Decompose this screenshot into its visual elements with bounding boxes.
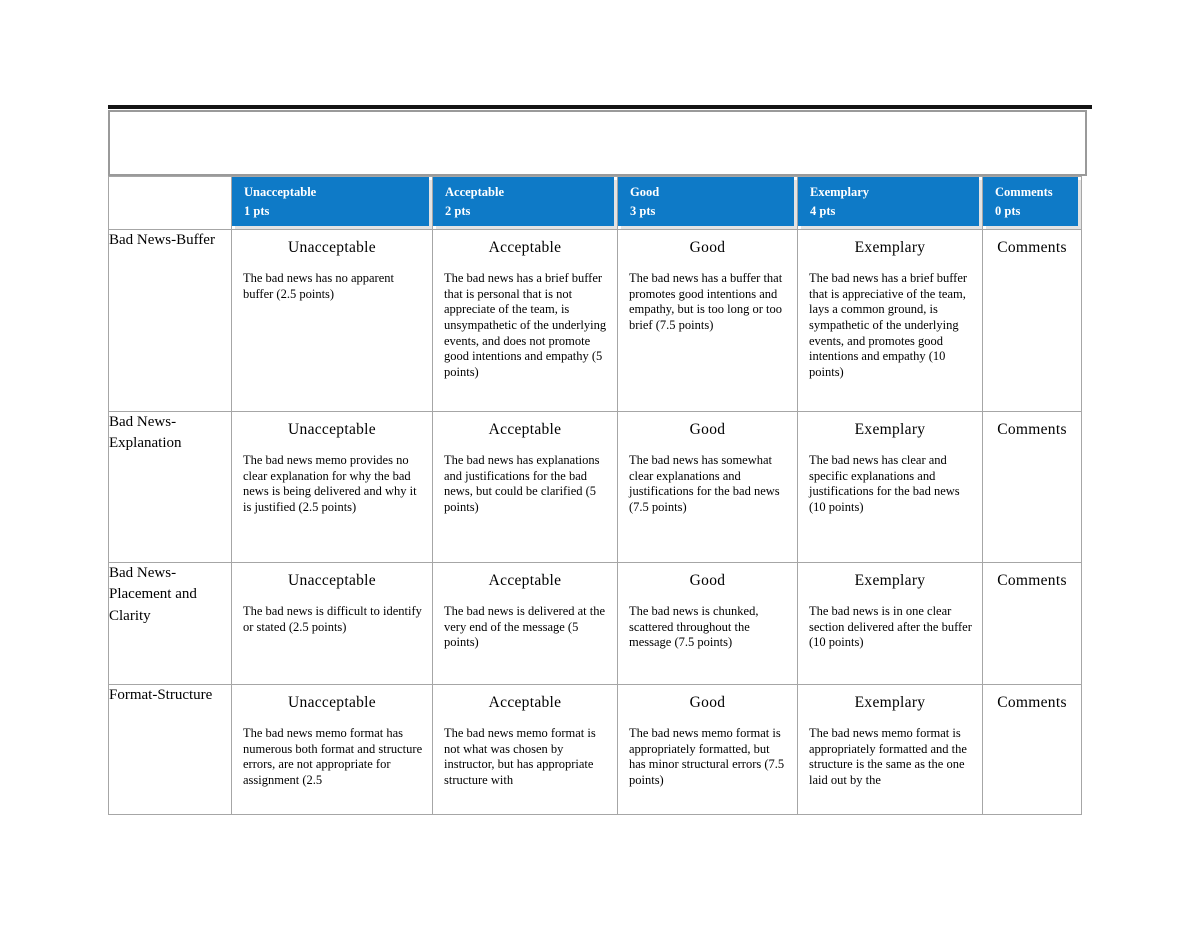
row-bad-news-placement-and-clarity: Bad News-Placement and Clarity Unaccepta… (108, 562, 1082, 685)
rubric-cell-unacceptable: Unacceptable The bad news is difficult t… (231, 562, 433, 685)
rubric-cell-acceptable: Acceptable The bad news has a brief buff… (432, 229, 618, 412)
criterion-label: Bad News-Explanation (108, 411, 232, 563)
cell-description: The bad news has clear and specific expl… (809, 453, 960, 514)
cell-description: The bad news is difficult to identify or… (243, 604, 422, 634)
rubric-content: Unacceptable 1 pts Acceptable 2 pts Good (108, 105, 1094, 815)
cell-heading: Exemplary (854, 694, 926, 711)
cell-description: The bad news has no apparent buffer (2.5… (243, 271, 394, 301)
cell-heading: Unacceptable (288, 239, 376, 256)
header-label: Exemplary (810, 185, 870, 199)
cell-description (984, 604, 1081, 610)
header-label: Comments (995, 185, 1053, 199)
rubric-cell-acceptable: Acceptable The bad news is delivered at … (432, 562, 618, 685)
header-points: 2 pts (445, 204, 471, 219)
header-points: 0 pts (995, 204, 1021, 219)
header-cell-acceptable: Acceptable 2 pts (432, 176, 618, 230)
cell-description: The bad news memo format is not what was… (444, 726, 596, 787)
cell-heading: Good (689, 694, 726, 711)
cell-description: The bad news memo provides no clear expl… (243, 453, 417, 514)
criteria-header-cell (108, 176, 232, 230)
rubric-title-box (108, 110, 1087, 176)
top-rule (108, 105, 1092, 109)
header-points: 1 pts (244, 204, 270, 219)
header-cell-unacceptable: Unacceptable 1 pts (231, 176, 433, 230)
cell-heading: Exemplary (854, 239, 926, 256)
header-row: Unacceptable 1 pts Acceptable 2 pts Good (108, 176, 1082, 230)
header-chip-good: Good 3 pts (618, 177, 794, 226)
cell-description: The bad news has somewhat clear explanat… (629, 453, 780, 514)
rubric-cell-good: Good The bad news is chunked, scattered … (617, 562, 798, 685)
cell-description (984, 726, 1081, 732)
cell-description: The bad news memo format is appropriatel… (809, 726, 967, 787)
cell-heading: Good (689, 421, 726, 438)
cell-description: The bad news memo format has numerous bo… (243, 726, 423, 787)
rubric-cell-good: Good The bad news has somewhat clear exp… (617, 411, 798, 563)
cell-description: The bad news has a brief buffer that is … (809, 271, 968, 379)
cell-description: The bad news is chunked, scattered throu… (629, 604, 759, 650)
row-bad-news-buffer: Bad News-Buffer Unacceptable The bad new… (108, 229, 1082, 412)
row-bad-news-explanation: Bad News-Explanation Unacceptable The ba… (108, 411, 1082, 563)
rubric-cell-comments: Comments (982, 684, 1082, 815)
criterion-label: Format-Structure (108, 684, 232, 815)
rubric-cell-comments: Comments (982, 562, 1082, 685)
cell-heading: Unacceptable (288, 572, 376, 589)
header-cell-exemplary: Exemplary 4 pts (797, 176, 983, 230)
header-label: Good (630, 185, 660, 199)
cell-heading: Comments (997, 572, 1067, 589)
cell-heading: Unacceptable (288, 694, 376, 711)
cell-heading: Unacceptable (288, 421, 376, 438)
cell-heading: Good (689, 239, 726, 256)
header-label: Unacceptable (244, 185, 317, 199)
rubric-cell-exemplary: Exemplary The bad news is in one clear s… (797, 562, 983, 685)
row-format-structure: Format-Structure Unacceptable The bad ne… (108, 684, 1082, 815)
cell-heading: Acceptable (488, 572, 562, 589)
cell-description: The bad news memo format is appropriatel… (629, 726, 785, 787)
criterion-label: Bad News-Placement and Clarity (108, 562, 232, 685)
cell-heading: Acceptable (488, 239, 562, 256)
cell-heading: Acceptable (488, 694, 562, 711)
rubric-cell-unacceptable: Unacceptable The bad news has no apparen… (231, 229, 433, 412)
cell-description: The bad news is in one clear section del… (809, 604, 972, 650)
header-label: Acceptable (445, 185, 505, 199)
cell-heading: Acceptable (488, 421, 562, 438)
header-chip-exemplary: Exemplary 4 pts (798, 177, 979, 226)
rubric-cell-unacceptable: Unacceptable The bad news memo format ha… (231, 684, 433, 815)
rubric-cell-acceptable: Acceptable The bad news has explanations… (432, 411, 618, 563)
header-chip-comments: Comments 0 pts (983, 177, 1078, 226)
rubric-cell-exemplary: Exemplary The bad news memo format is ap… (797, 684, 983, 815)
rubric-cell-acceptable: Acceptable The bad news memo format is n… (432, 684, 618, 815)
cell-description: The bad news has explanations and justif… (444, 453, 600, 514)
cell-heading: Comments (997, 694, 1067, 711)
cell-description: The bad news has a buffer that promotes … (629, 271, 783, 332)
header-points: 4 pts (810, 204, 836, 219)
rubric-cell-good: Good The bad news has a buffer that prom… (617, 229, 798, 412)
cell-description (984, 453, 1081, 459)
cell-description: The bad news has a brief buffer that is … (444, 271, 607, 379)
cell-description: The bad news is delivered at the very en… (444, 604, 606, 650)
header-points: 3 pts (630, 204, 656, 219)
header-cell-good: Good 3 pts (617, 176, 798, 230)
rubric-cell-exemplary: Exemplary The bad news has clear and spe… (797, 411, 983, 563)
rubric-table: Unacceptable 1 pts Acceptable 2 pts Good (108, 176, 1082, 815)
cell-heading: Comments (997, 421, 1067, 438)
rubric-cell-comments: Comments (982, 229, 1082, 412)
header-chip-unacceptable: Unacceptable 1 pts (232, 177, 429, 226)
cell-heading: Comments (997, 239, 1067, 256)
criterion-label: Bad News-Buffer (108, 229, 232, 412)
rubric-cell-unacceptable: Unacceptable The bad news memo provides … (231, 411, 433, 563)
rubric-cell-exemplary: Exemplary The bad news has a brief buffe… (797, 229, 983, 412)
cell-heading: Exemplary (854, 572, 926, 589)
header-chip-acceptable: Acceptable 2 pts (433, 177, 614, 226)
rubric-cell-comments: Comments (982, 411, 1082, 563)
header-cell-comments: Comments 0 pts (982, 176, 1082, 230)
cell-heading: Exemplary (854, 421, 926, 438)
cell-heading: Good (689, 572, 726, 589)
cell-description (984, 271, 1081, 277)
rubric-cell-good: Good The bad news memo format is appropr… (617, 684, 798, 815)
